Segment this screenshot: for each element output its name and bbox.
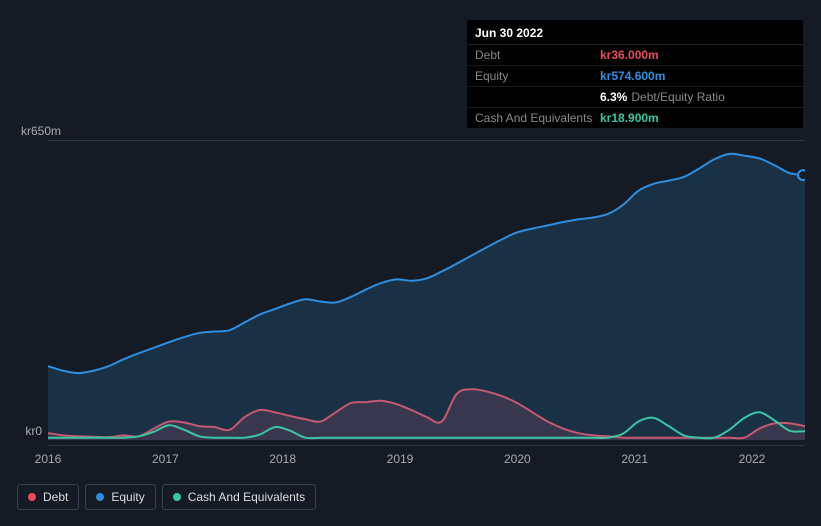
tooltip-row: Equitykr574.600m bbox=[467, 66, 803, 87]
chart-tooltip: Jun 30 2022 Debtkr36.000mEquitykr574.600… bbox=[467, 20, 803, 128]
x-axis: 2016201720182019202020212022 bbox=[48, 445, 805, 465]
tooltip-value: kr574.600m bbox=[600, 69, 665, 83]
x-axis-tick: 2020 bbox=[504, 452, 531, 466]
y-axis-max-label: kr650m bbox=[0, 124, 61, 138]
x-axis-tick: 2018 bbox=[269, 452, 296, 466]
legend-dot-icon bbox=[96, 493, 104, 501]
tooltip-row: Cash And Equivalentskr18.900m bbox=[467, 108, 803, 128]
x-axis-tick: 2022 bbox=[739, 452, 766, 466]
tooltip-label: Cash And Equivalents bbox=[475, 111, 600, 125]
legend-item-equity[interactable]: Equity bbox=[85, 484, 155, 510]
x-axis-tick: 2017 bbox=[152, 452, 179, 466]
legend-label: Debt bbox=[43, 490, 68, 504]
tooltip-value: 6.3%Debt/Equity Ratio bbox=[600, 90, 725, 104]
chart-legend: Debt Equity Cash And Equivalents bbox=[17, 484, 316, 510]
legend-dot-icon bbox=[173, 493, 181, 501]
x-axis-tick: 2021 bbox=[621, 452, 648, 466]
tooltip-suffix: Debt/Equity Ratio bbox=[631, 90, 724, 104]
legend-dot-icon bbox=[28, 493, 36, 501]
tooltip-value: kr36.000m bbox=[600, 48, 659, 62]
series-fill-equity bbox=[48, 154, 805, 440]
legend-label: Equity bbox=[111, 490, 144, 504]
y-axis-min-label: kr0 bbox=[0, 424, 42, 438]
tooltip-date: Jun 30 2022 bbox=[467, 20, 803, 45]
tooltip-row: Debtkr36.000m bbox=[467, 45, 803, 66]
x-axis-tick: 2019 bbox=[387, 452, 414, 466]
tooltip-value: kr18.900m bbox=[600, 111, 659, 125]
legend-label: Cash And Equivalents bbox=[188, 490, 305, 504]
legend-item-cash[interactable]: Cash And Equivalents bbox=[162, 484, 316, 510]
tooltip-row: 6.3%Debt/Equity Ratio bbox=[467, 87, 803, 108]
endpoint-marker-icon bbox=[798, 170, 805, 180]
area-chart bbox=[48, 140, 805, 440]
tooltip-label: Equity bbox=[475, 69, 600, 83]
legend-item-debt[interactable]: Debt bbox=[17, 484, 79, 510]
tooltip-label bbox=[475, 90, 600, 104]
tooltip-label: Debt bbox=[475, 48, 600, 62]
x-axis-tick: 2016 bbox=[35, 452, 62, 466]
